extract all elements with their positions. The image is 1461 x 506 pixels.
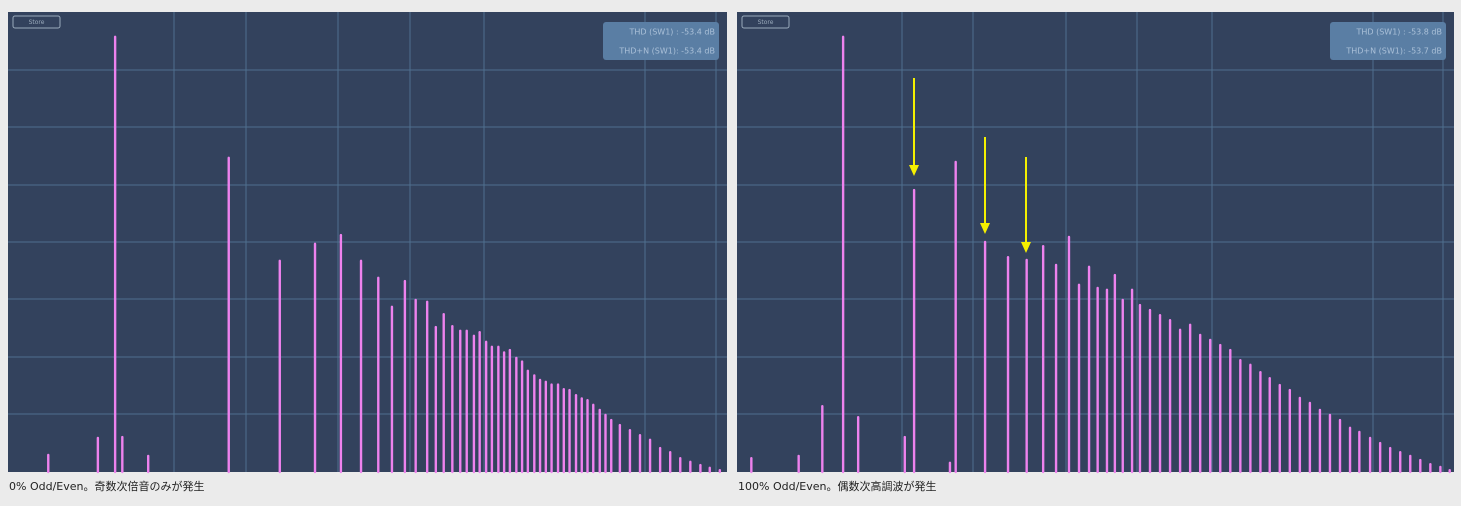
arrow-head bbox=[980, 223, 990, 234]
thd-box bbox=[1330, 22, 1446, 60]
store-button[interactable] bbox=[12, 15, 61, 29]
thdn-readout: THD+N (SW1): -53.7 dB bbox=[1345, 47, 1442, 56]
thd-box bbox=[603, 22, 719, 60]
store-button[interactable] bbox=[741, 15, 790, 29]
caption: 100% Odd/Even。偶数次高調波が発生 bbox=[738, 479, 936, 493]
arrow-head bbox=[1021, 242, 1031, 253]
thd-readout: THD (SW1) : -53.4 dB bbox=[628, 28, 715, 37]
store-button-label[interactable]: Store bbox=[758, 19, 774, 26]
thdn-readout: THD+N (SW1): -53.4 dB bbox=[618, 47, 715, 56]
store-button-label[interactable]: Store bbox=[29, 19, 45, 26]
arrow-head bbox=[909, 165, 919, 176]
annotation-arrows bbox=[909, 78, 1031, 253]
caption: 0% Odd/Even。奇数次倍音のみが発生 bbox=[9, 479, 204, 493]
thd-readout: THD (SW1) : -53.8 dB bbox=[1355, 28, 1442, 37]
layer: Store THD (SW1) : -53.4 dB THD+N (SW1): -5… bbox=[8, 12, 1454, 493]
